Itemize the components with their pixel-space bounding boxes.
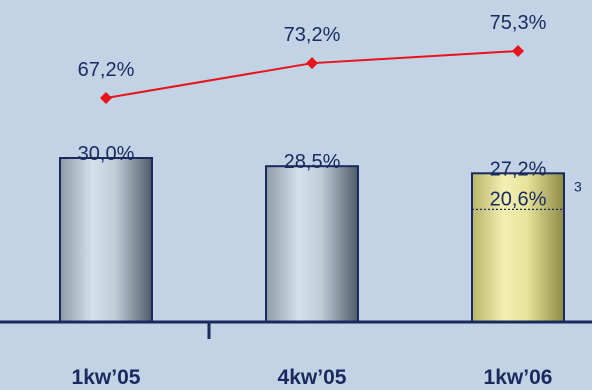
line-value-label: 67,2% bbox=[78, 59, 135, 81]
line-point bbox=[306, 57, 318, 70]
line-value-label: 75,3% bbox=[490, 12, 547, 34]
bar bbox=[59, 157, 153, 323]
footnote-marker: 3 bbox=[574, 178, 582, 194]
inner-marker-label: 20,6% bbox=[490, 188, 547, 210]
line-point bbox=[100, 92, 112, 104]
x-tick-label: 1kw’06 bbox=[484, 366, 553, 389]
bar bbox=[265, 165, 359, 323]
bar-value-label: 30,0% bbox=[78, 143, 135, 165]
line-value-label: 73,2% bbox=[284, 24, 341, 46]
x-tick-label: 1kw’05 bbox=[72, 366, 141, 389]
x-tick-label: 4kw’05 bbox=[278, 366, 347, 389]
bar-value-label: 28,5% bbox=[284, 151, 341, 173]
line-point bbox=[512, 45, 524, 57]
bar-value-label: 27,2% bbox=[490, 158, 547, 180]
bar bbox=[471, 172, 565, 323]
